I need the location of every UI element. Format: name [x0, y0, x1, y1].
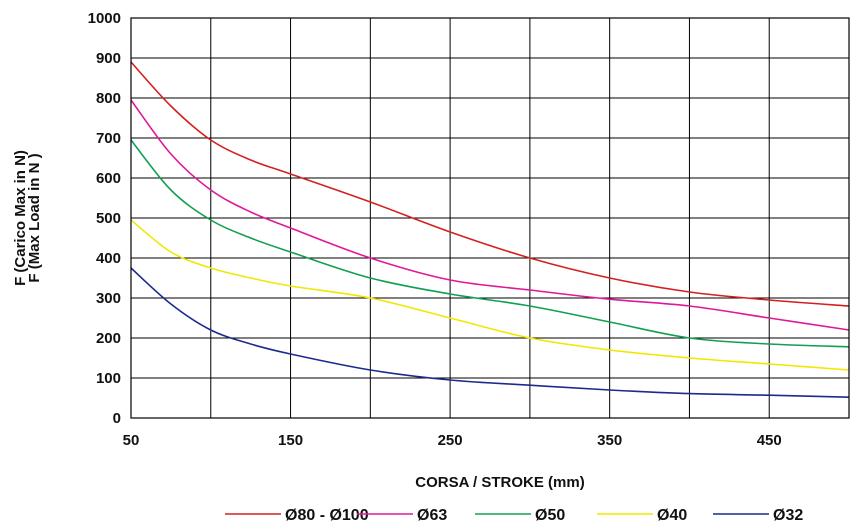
- series-line: [130, 139, 850, 348]
- y-tick-labels: 0 100 200 300 400 500 600 700 800 900 1000: [88, 10, 121, 427]
- y-tick-label: 300: [96, 290, 121, 307]
- legend-label: Ø40: [657, 507, 687, 524]
- y-tick-label: 200: [96, 330, 121, 347]
- legend-label: Ø50: [535, 507, 565, 524]
- y-tick-label: 0: [113, 410, 121, 427]
- y-axis-title: F (Carico Max in N)F (Max Load in N ): [12, 150, 43, 286]
- x-tick-label: 250: [438, 432, 463, 449]
- y-tick-label: 100: [96, 370, 121, 387]
- x-tick-label: 450: [757, 432, 782, 449]
- y-tick-label: 800: [96, 90, 121, 107]
- x-tick-label: 350: [597, 432, 622, 449]
- legend: Ø80 - Ø100 Ø63 Ø50 Ø40 Ø32: [225, 507, 803, 524]
- x-tick-label: 150: [278, 432, 303, 449]
- y-tick-label: 400: [96, 250, 121, 267]
- series-line: [130, 61, 850, 307]
- y-axis-title-line: F (Carico Max in N): [12, 150, 29, 286]
- y-tick-label: 900: [96, 50, 121, 67]
- y-tick-label: 1000: [88, 10, 121, 27]
- series-line: [130, 219, 850, 371]
- y-tick-label: 500: [96, 210, 121, 227]
- plot-frame: [130, 17, 850, 419]
- x-tick-label: 50: [123, 432, 140, 449]
- legend-label: Ø63: [417, 507, 447, 524]
- y-axis-title-line: F (Max Load in N ): [26, 153, 43, 282]
- y-tick-label: 600: [96, 170, 121, 187]
- legend-label: Ø32: [773, 507, 803, 524]
- legend-label: Ø80 - Ø100: [285, 507, 369, 524]
- x-tick-labels: 50 150 250 350 450: [123, 432, 782, 449]
- x-axis-title: CORSA / STROKE (mm): [415, 474, 584, 491]
- series-layer: [130, 61, 850, 398]
- series-line: [130, 99, 850, 331]
- grid: [130, 17, 850, 419]
- y-tick-label: 700: [96, 130, 121, 147]
- series-line: [130, 267, 850, 398]
